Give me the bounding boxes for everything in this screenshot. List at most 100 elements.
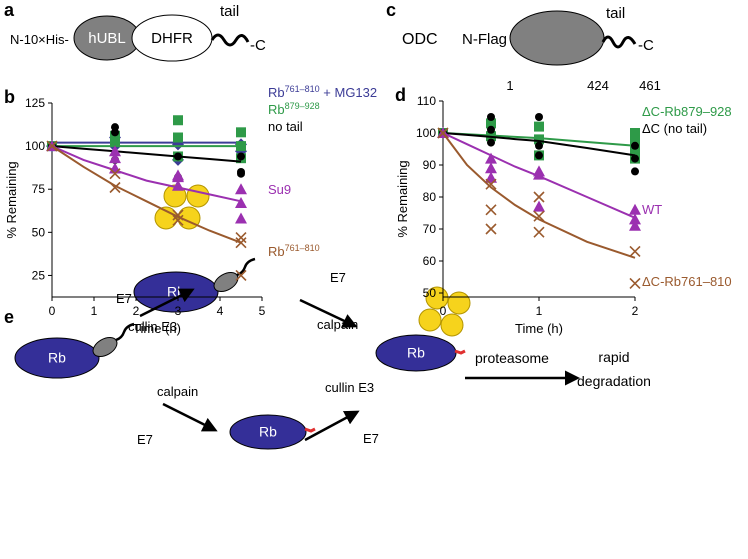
data-point bbox=[485, 162, 497, 174]
step-label: cullin E3 bbox=[128, 319, 177, 334]
data-point bbox=[629, 245, 641, 257]
y-tick-label: 25 bbox=[32, 268, 46, 282]
residue-position: 424 bbox=[587, 78, 609, 93]
rb-protein bbox=[229, 414, 307, 450]
y-tick-label: 100 bbox=[25, 139, 45, 153]
data-point bbox=[173, 115, 183, 126]
data-point bbox=[485, 178, 497, 190]
tail bbox=[236, 257, 256, 277]
data-point bbox=[485, 223, 497, 235]
c-terminus: -C bbox=[250, 37, 266, 54]
residue-position: 1 bbox=[506, 78, 513, 93]
residue-position: 461 bbox=[639, 78, 661, 93]
data-point bbox=[533, 191, 545, 203]
step-label: calpain bbox=[157, 384, 198, 399]
data-point bbox=[237, 152, 245, 161]
tail bbox=[210, 33, 250, 47]
y-axis-label: % Remaining bbox=[4, 161, 19, 238]
series-label: ΔC (no tail) bbox=[642, 121, 707, 136]
data-point bbox=[487, 138, 495, 147]
cleaved-end bbox=[454, 349, 466, 355]
outcome-label: rapid bbox=[598, 349, 629, 365]
series-label: ΔC-Rb879–928 bbox=[642, 104, 732, 119]
y-tick-label: 70 bbox=[423, 222, 437, 236]
data-point bbox=[46, 140, 58, 152]
panel-letter: b bbox=[4, 87, 15, 107]
y-tick-label: 50 bbox=[32, 225, 46, 239]
x-axis-label: Time (h) bbox=[515, 321, 563, 336]
data-point bbox=[110, 135, 120, 146]
outcome-label: degradation bbox=[577, 373, 651, 389]
series-label: no tail bbox=[268, 119, 303, 134]
data-point bbox=[485, 152, 497, 164]
data-point bbox=[533, 168, 545, 180]
data-point bbox=[235, 183, 247, 195]
proteasome-label: proteasome bbox=[475, 350, 549, 366]
step-label: calpain bbox=[317, 317, 358, 332]
domain-label: hUBL bbox=[88, 30, 126, 47]
panel-letter: a bbox=[4, 0, 15, 20]
data-point bbox=[485, 171, 497, 183]
fit-curve bbox=[51, 145, 242, 163]
data-point bbox=[487, 125, 495, 134]
y-tick-label: 60 bbox=[423, 254, 437, 268]
rb-label: Rb bbox=[407, 345, 425, 361]
cleaved-end bbox=[304, 427, 316, 433]
y-tick-label: 75 bbox=[32, 182, 46, 196]
data-point bbox=[237, 169, 245, 178]
data-point bbox=[629, 203, 641, 215]
series-label: WT bbox=[642, 202, 662, 217]
data-point bbox=[235, 237, 247, 249]
x-tick-label: 1 bbox=[536, 304, 543, 318]
data-point bbox=[111, 128, 119, 137]
n-terminus: N-Flag bbox=[462, 31, 507, 48]
step-label: E7 bbox=[116, 291, 132, 306]
panel-letter: c bbox=[386, 0, 396, 20]
x-tick-label: 3 bbox=[175, 304, 182, 318]
y-tick-label: 90 bbox=[423, 158, 437, 172]
series-label: Rb879–928 bbox=[268, 101, 320, 117]
x-tick-label: 0 bbox=[440, 304, 447, 318]
x-tick-label: 1 bbox=[91, 304, 98, 318]
rb-protein bbox=[14, 337, 100, 379]
data-point bbox=[486, 118, 496, 129]
data-point bbox=[631, 141, 639, 150]
y-tick-label: 125 bbox=[25, 96, 45, 110]
data-point bbox=[533, 200, 545, 212]
data-point bbox=[235, 212, 247, 224]
data-point bbox=[535, 141, 543, 150]
y-tick-label: 80 bbox=[423, 190, 437, 204]
fit-curve bbox=[442, 132, 636, 157]
data-point bbox=[172, 171, 184, 183]
series-label: Rb761–810 + MG132 bbox=[268, 84, 377, 100]
data-point bbox=[437, 127, 449, 139]
panel-letter: d bbox=[395, 85, 406, 105]
data-point bbox=[235, 197, 247, 209]
rb-label: Rb bbox=[48, 350, 66, 366]
x-axis-label: Time (h) bbox=[133, 321, 181, 336]
tail bbox=[601, 35, 637, 49]
data-point bbox=[236, 141, 246, 152]
step-label: E7 bbox=[330, 270, 346, 285]
data-point bbox=[631, 167, 639, 176]
n-terminus: N-10×His- bbox=[10, 32, 69, 47]
data-point bbox=[236, 127, 246, 138]
data-point bbox=[629, 277, 641, 289]
arrows bbox=[139, 288, 580, 442]
panel-letter: e bbox=[4, 307, 14, 327]
rb-label: Rb bbox=[259, 424, 277, 440]
series-label: Rb761–810 bbox=[268, 243, 320, 259]
fit-curve bbox=[442, 132, 636, 219]
tail bbox=[115, 322, 135, 342]
data-point bbox=[631, 154, 639, 163]
y-tick-label: 110 bbox=[417, 94, 436, 108]
odc-domain bbox=[509, 10, 605, 66]
x-tick-label: 5 bbox=[259, 304, 266, 318]
y-axis-label: % Remaining bbox=[395, 160, 410, 237]
data-point bbox=[109, 152, 121, 164]
data-point bbox=[535, 113, 543, 121]
step-label: cullin E3 bbox=[325, 380, 374, 395]
data-point bbox=[109, 181, 121, 194]
data-point bbox=[235, 231, 247, 244]
